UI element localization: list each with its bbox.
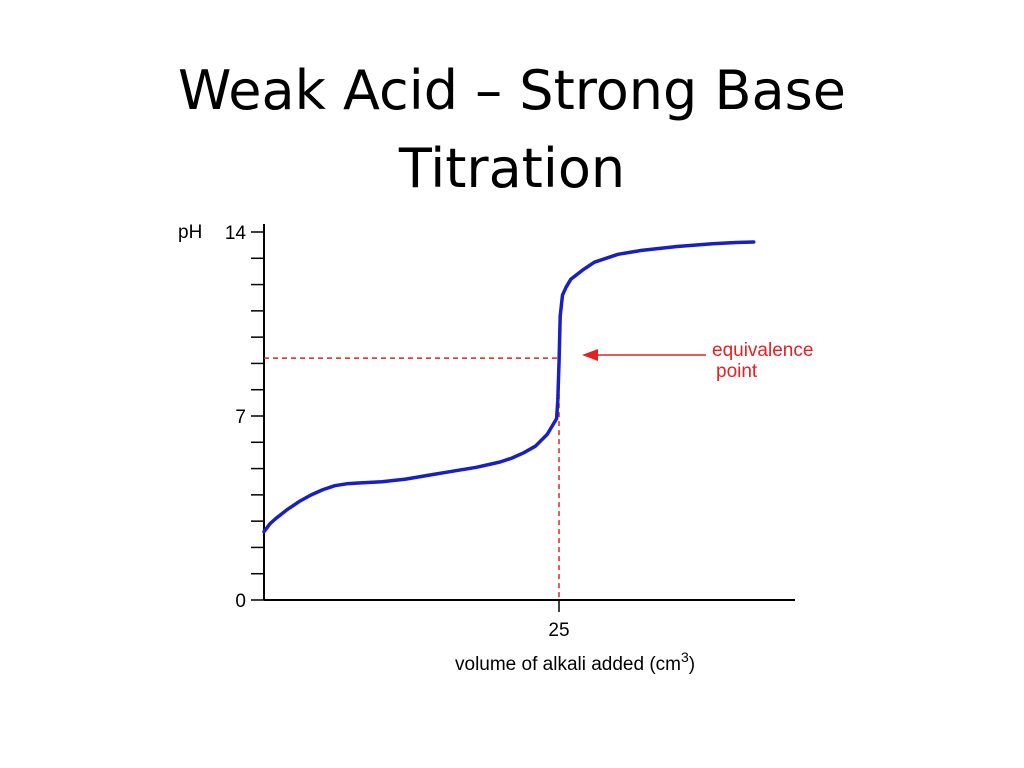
y-tick-label: 7 [235,407,246,428]
x-tick-label: 25 [548,620,569,641]
x-ticks: 25 [548,600,570,641]
x-axis-label-superscript: 3 [681,649,689,665]
annotation-line-2: point [716,361,758,382]
slide-title-line-2: Titration [398,137,626,200]
equivalence-annotation: equivalence point [582,340,813,382]
slide-title: Weak Acid – Strong Base Titration [0,52,1024,208]
slide-title-line-1: Weak Acid – Strong Base [178,59,846,122]
axes [263,224,795,601]
x-axis-label-main: volume of alkali added (cm [455,654,681,675]
y-tick-label: 0 [235,591,246,612]
annotation-line-1: equivalence [712,340,813,361]
y-tick-label: 14 [225,223,247,244]
x-axis-label-suffix: ) [689,654,695,675]
y-axis-label: pH [178,222,202,243]
annotation-arrow-head [582,349,598,361]
series-layer [262,240,756,534]
x-axis-label: volume of alkali added (cm3) [455,649,695,675]
y-ticks: 0 7 14 [225,223,264,612]
titration-curve [262,240,756,534]
